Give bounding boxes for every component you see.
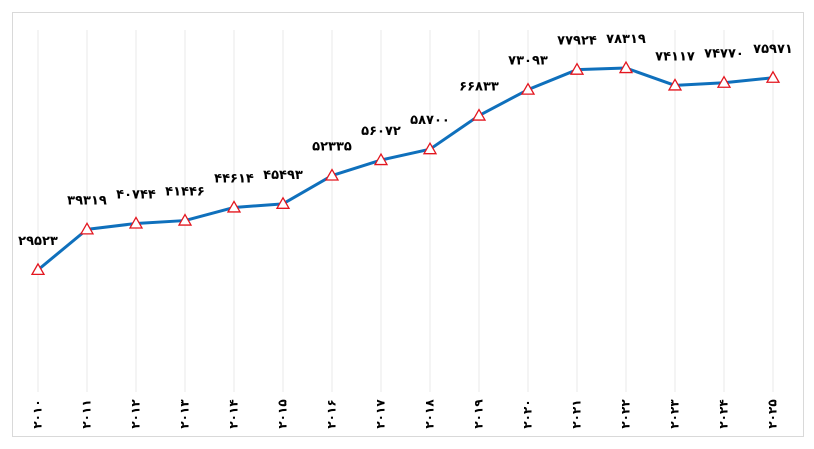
x-tick-label-2024: ۲۰۲۴: [717, 399, 731, 428]
data-label-2021: ۷۷۹۲۴: [557, 34, 597, 49]
data-point-marker-2024: [716, 75, 732, 88]
x-tick-label-2022: ۲۰۲۲: [619, 399, 633, 429]
x-tick-label-2023: ۲۰۲۳: [668, 399, 682, 429]
data-label-2013: ۴۱۴۴۶: [165, 185, 205, 200]
chart-frame: [12, 12, 804, 437]
x-tick-label-2021: ۲۰۲۱: [570, 399, 584, 428]
x-tick-label-2013: ۲۰۱۳: [178, 399, 192, 429]
x-tick-label-2019: ۲۰۱۹: [472, 399, 486, 429]
data-point-marker-2021: [569, 62, 585, 75]
data-label-2025: ۷۵۹۷۱: [753, 42, 793, 57]
data-label-2015: ۴۵۴۹۳: [263, 168, 303, 183]
data-label-2012: ۴۰۷۴۴: [116, 187, 156, 202]
x-tick-label-2025: ۲۰۲۵: [766, 399, 780, 428]
x-tick-label-2020: ۲۰۲۰: [521, 399, 535, 428]
data-point-marker-2018: [422, 141, 438, 155]
data-label-2023: ۷۴۱۱۷: [655, 49, 695, 64]
grid-layer: [37, 30, 774, 392]
data-label-2018: ۵۸۷۰۰: [410, 113, 450, 128]
data-label-2010: ۲۹۵۲۳: [18, 234, 58, 249]
data-point-marker-2017: [373, 152, 389, 166]
data-point-marker-2022: [618, 60, 634, 74]
data-label-2016: ۵۲۳۳۵: [312, 140, 352, 155]
data-point-marker-2025: [765, 70, 781, 83]
data-label-2014: ۴۴۶۱۴: [214, 171, 254, 186]
series-line: [36, 66, 775, 272]
data-point-marker-2019: [471, 108, 487, 121]
data-point-marker-2013: [177, 213, 193, 226]
x-tick-label-2016: ۲۰۱۶: [325, 399, 339, 428]
marker-layer: [30, 60, 781, 276]
data-point-marker-2011: [79, 222, 95, 235]
x-tick-label-2012: ۲۰۱۲: [129, 399, 143, 429]
data-label-layer: ۲۹۵۲۳ ۳۹۳۱۹ ۴۰۷۴۴ ۴۱۴۴۶ ۴۴۶۱۴ ۴۵۴۹۳ ۵۲۳۳۵ ۵۶۰۷۲…: [18, 32, 793, 249]
x-tick-label-2018: ۲۰۱۸: [423, 399, 437, 429]
x-tick-label-2011: ۲۰۱۱: [80, 399, 94, 428]
data-point-marker-2015: [275, 196, 291, 209]
x-tick-label-2017: ۲۰۱۷: [374, 399, 388, 429]
data-label-2017: ۵۶۰۷۲: [361, 124, 401, 139]
x-tick-label-2014: ۲۰۱۴: [227, 399, 241, 428]
data-point-marker-2014: [226, 200, 242, 213]
series-line-layer: [36, 66, 775, 272]
data-point-marker-2010: [30, 262, 46, 276]
x-tick-layer: ۲۰۱۰ ۲۰۱۱ ۲۰۱۲ ۲۰۱۳ ۲۰۱۴ ۲۰۱۵ ۲۰۱۶ ۲۰۱۷ ۲۰۱۸ ۲۰۱۹…: [31, 399, 780, 429]
x-tick-label-2010: ۲۰۱۰: [31, 399, 45, 428]
data-label-2020: ۷۳۰۹۳: [508, 54, 548, 69]
data-label-2019: ۶۶۸۳۳: [459, 80, 499, 95]
data-label-2022: ۷۸۳۱۹: [606, 32, 646, 47]
data-point-marker-2016: [324, 168, 340, 181]
x-tick-label-2015: ۲۰۱۵: [276, 399, 290, 428]
data-point-marker-2012: [128, 216, 144, 229]
data-point-marker-2020: [520, 82, 536, 95]
data-label-2011: ۳۹۳۱۹: [67, 193, 107, 208]
data-label-2024: ۷۴۷۷۰: [704, 47, 744, 62]
data-point-marker-2023: [667, 78, 683, 91]
